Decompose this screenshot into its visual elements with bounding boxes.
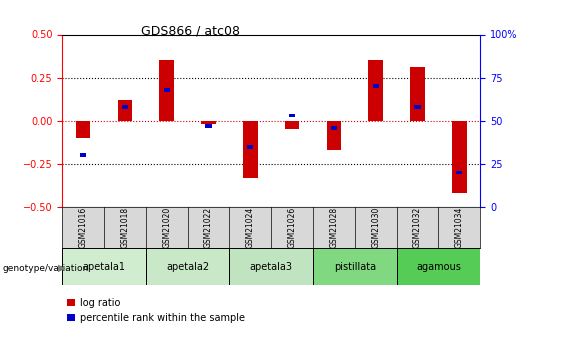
Bar xyxy=(121,105,128,109)
Text: agamous: agamous xyxy=(416,262,461,272)
Text: pistillata: pistillata xyxy=(334,262,376,272)
Bar xyxy=(163,88,170,91)
Text: apetala1: apetala1 xyxy=(82,262,125,272)
Bar xyxy=(327,121,341,150)
Text: apetala3: apetala3 xyxy=(250,262,293,272)
Text: GSM21018: GSM21018 xyxy=(120,207,129,248)
Bar xyxy=(452,121,467,193)
Bar xyxy=(62,248,146,285)
Bar xyxy=(118,100,132,121)
Legend: log ratio, percentile rank within the sample: log ratio, percentile rank within the sa… xyxy=(67,298,245,323)
Bar xyxy=(313,248,397,285)
Bar xyxy=(331,126,337,130)
Bar xyxy=(159,60,174,121)
Bar xyxy=(397,248,480,285)
Text: apetala2: apetala2 xyxy=(166,262,209,272)
Bar xyxy=(146,248,229,285)
Text: GSM21020: GSM21020 xyxy=(162,207,171,248)
Bar xyxy=(456,170,463,175)
Bar xyxy=(243,121,258,178)
Bar xyxy=(76,121,90,138)
Text: GSM21022: GSM21022 xyxy=(204,207,213,248)
Text: GSM21030: GSM21030 xyxy=(371,207,380,248)
Bar xyxy=(247,145,254,148)
Text: GSM21028: GSM21028 xyxy=(329,207,338,248)
Text: GDS866 / atc08: GDS866 / atc08 xyxy=(141,24,240,37)
Bar xyxy=(368,60,383,121)
Bar xyxy=(410,67,425,121)
Bar xyxy=(289,114,295,117)
Text: GSM21016: GSM21016 xyxy=(79,207,88,248)
Bar xyxy=(285,121,299,129)
Bar xyxy=(372,84,379,88)
Text: ▶: ▶ xyxy=(58,263,66,273)
Bar xyxy=(80,153,86,157)
Bar xyxy=(414,105,421,109)
Bar xyxy=(205,124,212,128)
Bar xyxy=(201,121,216,124)
Text: GSM21034: GSM21034 xyxy=(455,207,464,248)
Bar xyxy=(229,248,313,285)
Text: GSM21032: GSM21032 xyxy=(413,207,422,248)
Text: GSM21026: GSM21026 xyxy=(288,207,297,248)
Text: genotype/variation: genotype/variation xyxy=(3,264,89,273)
Text: GSM21024: GSM21024 xyxy=(246,207,255,248)
